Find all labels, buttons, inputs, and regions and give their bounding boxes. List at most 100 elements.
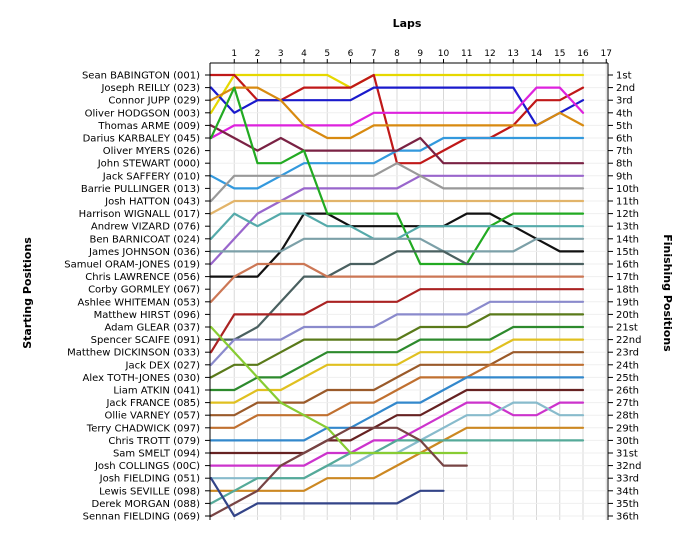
- starting-position-label: Chris LAWRENCE (056): [85, 272, 200, 283]
- starting-position-label: Jack DEX (027): [125, 360, 201, 371]
- finishing-position-label: 18th: [616, 285, 639, 296]
- series-line: [209, 388, 585, 455]
- finishing-position-label: 26th: [616, 386, 639, 397]
- finishing-position-label: 29th: [616, 423, 639, 434]
- finishing-position-label: 21st: [616, 323, 638, 334]
- series-line: [209, 124, 585, 165]
- lap-tick-label: 3: [278, 49, 284, 59]
- y-axis-label-left: Starting Positions: [21, 237, 34, 349]
- finishing-position-label: 23rd: [616, 348, 639, 359]
- finishing-position-label: 13th: [616, 222, 639, 233]
- series-line: [209, 86, 585, 140]
- finishing-position-label: 5th: [616, 121, 633, 132]
- y-axis-label-right: Finishing Positions: [661, 234, 674, 352]
- finishing-position-label: 30th: [616, 436, 639, 447]
- finishing-position-label: 4th: [616, 108, 633, 119]
- series-line: [209, 73, 585, 114]
- finishing-position-label: 33rd: [616, 474, 639, 485]
- series-line: [209, 426, 468, 518]
- starting-position-label: Spencer SCAIFE (091): [91, 335, 200, 346]
- starting-position-label: Chris TROTT (079): [108, 436, 200, 447]
- series-line: [209, 174, 585, 266]
- lap-tick-label: 17: [601, 49, 612, 59]
- finishing-position-label: 36th: [616, 512, 639, 523]
- starting-position-label: Harrison WIGNALL (017): [79, 209, 201, 220]
- finishing-position-label: 3rd: [616, 96, 633, 107]
- lap-tick-label: 8: [394, 49, 400, 59]
- series-layer: [209, 73, 585, 518]
- starting-position-label: Matthew DICKINSON (033): [67, 348, 200, 359]
- starting-position-label: Josh COLLINGS (00C): [94, 461, 200, 472]
- series-line: [209, 351, 585, 417]
- finishing-position-label: 19th: [616, 297, 639, 308]
- starting-position-label: Ben BARNICOAT (024): [89, 234, 200, 245]
- starting-position-label: Ashlee WHITEMAN (053): [78, 297, 201, 308]
- finishing-position-label: 22nd: [616, 335, 641, 346]
- finishing-position-label: 35th: [616, 499, 639, 510]
- starting-position-label: Sam SMELT (094): [113, 449, 200, 460]
- finishing-position-label: 31st: [616, 449, 638, 460]
- starting-position-label: John STEWART (000): [97, 159, 200, 170]
- finishing-position-label: 1st: [616, 71, 632, 82]
- series-line: [209, 212, 585, 278]
- starting-position-label: Oliver MYERS (026): [103, 146, 200, 157]
- finishing-position-label: 15th: [616, 247, 639, 258]
- series-line: [209, 288, 585, 354]
- series-line: [209, 338, 585, 404]
- finishing-position-label: 16th: [616, 260, 639, 271]
- lap-tick-label: 12: [484, 49, 495, 59]
- finishing-position-label: 9th: [616, 171, 633, 182]
- starting-position-label: Oliver HODGSON (003): [85, 108, 200, 119]
- finishing-position-label: 8th: [616, 159, 633, 170]
- grid: [210, 63, 608, 520]
- lap-tick-labels: 1 2 3 4 5 6 7 8 9 10 11 12 13 14 15 16 17: [231, 49, 612, 59]
- series-line: [209, 250, 585, 341]
- finishing-position-label: 17th: [616, 272, 639, 283]
- lap-tick-label: 11: [461, 49, 472, 59]
- starting-position-label: Lewis SEVILLE (098): [99, 486, 200, 497]
- starting-position-label: Joseph REILLY (023): [100, 83, 200, 94]
- series-line: [209, 86, 585, 127]
- series-line: [209, 313, 585, 379]
- lap-tick-label: 9: [417, 49, 423, 59]
- series-line: [209, 300, 585, 366]
- starting-position-label: Darius KARBALEY (045): [83, 134, 200, 145]
- chart-title: Laps: [393, 17, 422, 30]
- finishing-position-label: 25th: [616, 373, 639, 384]
- finishing-position-label: 10th: [616, 184, 639, 195]
- starting-position-label: Jack SAFFERY (010): [102, 171, 200, 182]
- series-line: [209, 86, 585, 140]
- starting-position-label: Thomas ARME (009): [97, 121, 200, 132]
- axes: [205, 59, 613, 520]
- starting-position-label: Josh HATTON (043): [104, 197, 200, 208]
- series-line: [209, 439, 585, 505]
- series-line: [209, 86, 585, 266]
- starting-position-label: Sean BABINGTON (001): [82, 71, 200, 82]
- starting-position-label: Ollie VARNEY (057): [104, 411, 200, 422]
- finishing-position-label: 27th: [616, 398, 639, 409]
- finishing-position-label: 2nd: [616, 83, 635, 94]
- starting-position-label: Corby GORMLEY (067): [88, 285, 200, 296]
- series-line: [209, 325, 585, 392]
- starting-position-label: Andrew VIZARD (076): [91, 222, 200, 233]
- starting-position-label: James JOHNSON (036): [88, 247, 200, 258]
- series-line: [209, 262, 585, 303]
- series-line: [209, 426, 585, 492]
- finishing-position-label: 6th: [616, 134, 633, 145]
- starting-position-label: Alex TOTH-JONES (030): [83, 373, 201, 384]
- starting-position-label: Barrie PULLINGER (013): [81, 184, 200, 195]
- lap-tick-label: 14: [531, 49, 543, 59]
- finishing-position-label: 20th: [616, 310, 639, 321]
- series-line: [209, 162, 585, 203]
- finishing-position-label: 28th: [616, 411, 639, 422]
- series-line: [209, 376, 585, 442]
- series-line: [209, 477, 445, 518]
- lap-tick-label: 4: [301, 49, 307, 59]
- lap-tick-label: 10: [438, 49, 450, 59]
- starting-position-label: Sennan FIELDING (069): [83, 512, 200, 523]
- finishing-position-label: 7th: [616, 146, 633, 157]
- finishing-position-label: 11th: [616, 197, 639, 208]
- finishing-position-label: 12th: [616, 209, 639, 220]
